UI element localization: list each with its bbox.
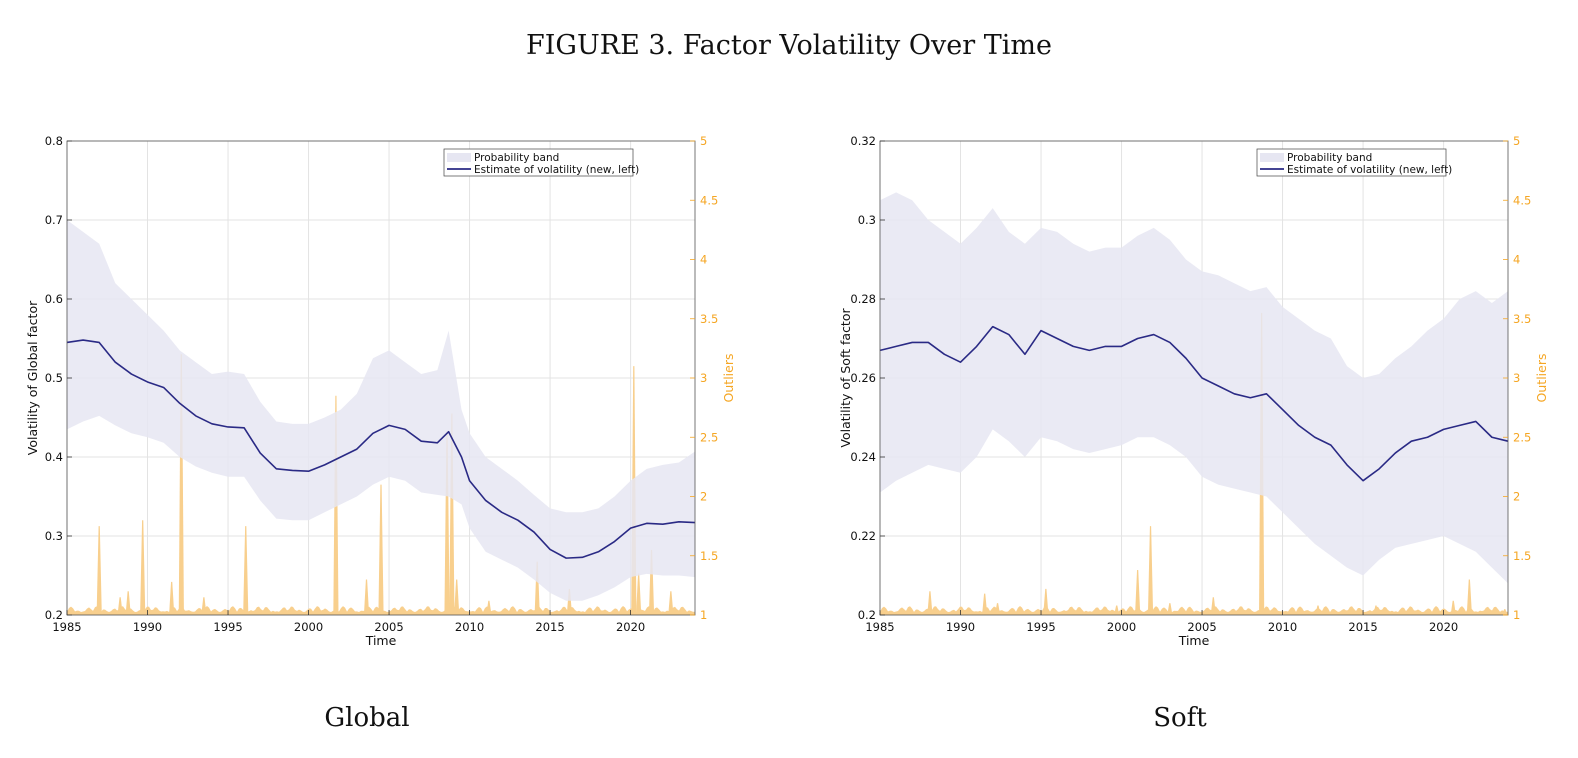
- global-xtick-label-4: 2005: [374, 620, 403, 634]
- global-xtick-label-3: 2000: [294, 620, 323, 634]
- soft-y2tick-label-8: 5: [1513, 134, 1520, 148]
- global-estimate-line: [66, 339, 696, 559]
- global-outlier-spike-9: [363, 579, 370, 615]
- global-outlier-spike-3: [140, 520, 146, 615]
- global-outlier-spike-4: [169, 581, 175, 615]
- soft-outlier-spike-6: [1147, 526, 1154, 615]
- global-legend-box: [443, 148, 634, 177]
- soft-xtick-label-2: 1995: [1026, 620, 1055, 634]
- soft-ytick-label-4: 0.28: [850, 292, 876, 306]
- global-ytick-label-5: 0.7: [45, 213, 63, 227]
- global-ytick-label-6: 0.8: [45, 134, 63, 148]
- global-xtick-label-6: 2015: [535, 620, 564, 634]
- soft-ytick-label-1: 0.22: [850, 529, 876, 543]
- global-y2tick-label-8: 5: [700, 134, 707, 148]
- global-y2tick-label-1: 1.5: [700, 549, 718, 563]
- soft-xtick-label-7: 2020: [1429, 620, 1458, 634]
- soft-y2tick-label-4: 3: [1513, 371, 1520, 385]
- global-legend-label-band: Probability band: [474, 152, 559, 164]
- caption-global: Global: [324, 703, 410, 733]
- global-outlier-spike-18: [636, 573, 642, 615]
- chart-global: 1985 1990 1995 2000 2005 2010 2015 2020 0.2 0.3 0.…: [10, 120, 750, 670]
- soft-xtick-label-4: 2005: [1187, 620, 1216, 634]
- global-outlier-baseline: [67, 606, 695, 615]
- global-y2tick-label-7: 4.5: [700, 193, 718, 207]
- global-outlier-spike-7: [243, 526, 249, 615]
- soft-legend-box: [1256, 148, 1447, 177]
- global-y2tick-label-5: 3.5: [700, 312, 718, 326]
- soft-y2label: Outliers: [1534, 354, 1549, 403]
- global-y2tick-label-2: 2: [700, 490, 707, 504]
- soft-outlier-baseline: [880, 606, 1508, 615]
- global-outlier-spike-13: [454, 579, 460, 615]
- soft-y2tick-label-2: 2: [1513, 490, 1520, 504]
- caption-soft: Soft: [1153, 703, 1207, 733]
- global-xtick-label-1: 1990: [133, 620, 162, 634]
- soft-y2tick-label-1: 1.5: [1513, 549, 1531, 563]
- global-ytick-label-4: 0.6: [45, 292, 63, 306]
- global-y2tick-label-4: 3: [700, 371, 707, 385]
- soft-outlier-spike-0: [927, 591, 933, 615]
- chart-global-svg: 1985 1990 1995 2000 2005 2010 2015 2020 0.2 0.3 0.…: [25, 134, 736, 648]
- soft-estimate-line: [879, 325, 1509, 482]
- global-probability-band: [67, 220, 695, 601]
- global-ytick-label-3: 0.5: [45, 371, 63, 385]
- soft-ylabel: Volatility of Soft factor: [838, 308, 853, 448]
- soft-xtick-label-5: 2010: [1268, 620, 1297, 634]
- global-outlier-spike-19: [648, 549, 655, 615]
- global-ytick-label-0: 0.2: [45, 608, 63, 622]
- global-ytick-label-2: 0.4: [45, 450, 63, 464]
- global-outlier-spike-10: [378, 484, 384, 615]
- soft-y2tick-label-3: 2.5: [1513, 430, 1531, 444]
- soft-ytick-label-0: 0.2: [858, 608, 876, 622]
- soft-y2tick-label-5: 3.5: [1513, 312, 1531, 326]
- soft-ytick-label-6: 0.32: [850, 134, 876, 148]
- global-legend-band-swatch: [447, 153, 471, 162]
- soft-outlier-spike-5: [1135, 569, 1141, 615]
- chart-soft: 1985 1990 1995 2000 2005 2010 2015 2020 0.2 0.22 0…: [823, 120, 1563, 670]
- global-xtick-label-5: 2010: [455, 620, 484, 634]
- global-ylabel: Volatility of Global factor: [25, 300, 40, 455]
- soft-y2tick-label-0: 1: [1513, 608, 1520, 622]
- global-y2tick-label-3: 2.5: [700, 430, 718, 444]
- soft-legend-band-swatch: [1260, 153, 1284, 162]
- global-y2tick-label-0: 1: [700, 608, 707, 622]
- soft-xlabel: Time: [1178, 633, 1210, 648]
- soft-xtick-label-3: 2000: [1107, 620, 1136, 634]
- global-outlier-spike-5: [178, 354, 184, 615]
- global-outlier-spike-12: [449, 413, 455, 615]
- global-xtick-label-7: 2020: [616, 620, 645, 634]
- global-outlier-spike-15: [534, 561, 540, 615]
- soft-legend-label-band: Probability band: [1287, 152, 1372, 164]
- soft-y2tick-label-7: 4.5: [1513, 193, 1531, 207]
- global-xtick-label-2: 1995: [213, 620, 242, 634]
- global-y2tick-label-6: 4: [700, 253, 707, 267]
- soft-ytick-label-2: 0.24: [850, 450, 876, 464]
- soft-y2tick-label-6: 4: [1513, 253, 1520, 267]
- global-legend-label-estimate: Estimate of volatility (new, left): [474, 164, 639, 176]
- global-xtick-label-0: 1985: [52, 620, 81, 634]
- global-ytick-label-1: 0.3: [45, 529, 63, 543]
- figure-title: FIGURE 3. Factor Volatility Over Time: [526, 30, 1052, 61]
- soft-xtick-label-0: 1985: [865, 620, 894, 634]
- chart-soft-svg: 1985 1990 1995 2000 2005 2010 2015 2020 0.2 0.22 0…: [838, 134, 1549, 648]
- soft-ytick-label-3: 0.26: [850, 371, 876, 385]
- global-y2label: Outliers: [721, 354, 736, 403]
- soft-xtick-label-6: 2015: [1348, 620, 1377, 634]
- soft-ytick-label-5: 0.3: [858, 213, 876, 227]
- soft-outlier-spike-13: [1466, 579, 1472, 615]
- global-xlabel: Time: [365, 633, 397, 648]
- soft-legend-label-estimate: Estimate of volatility (new, left): [1287, 164, 1452, 176]
- global-outlier-spike-11: [444, 431, 450, 615]
- soft-probability-band: [880, 192, 1508, 584]
- global-outlier-spike-0: [96, 526, 102, 615]
- soft-xtick-label-1: 1990: [946, 620, 975, 634]
